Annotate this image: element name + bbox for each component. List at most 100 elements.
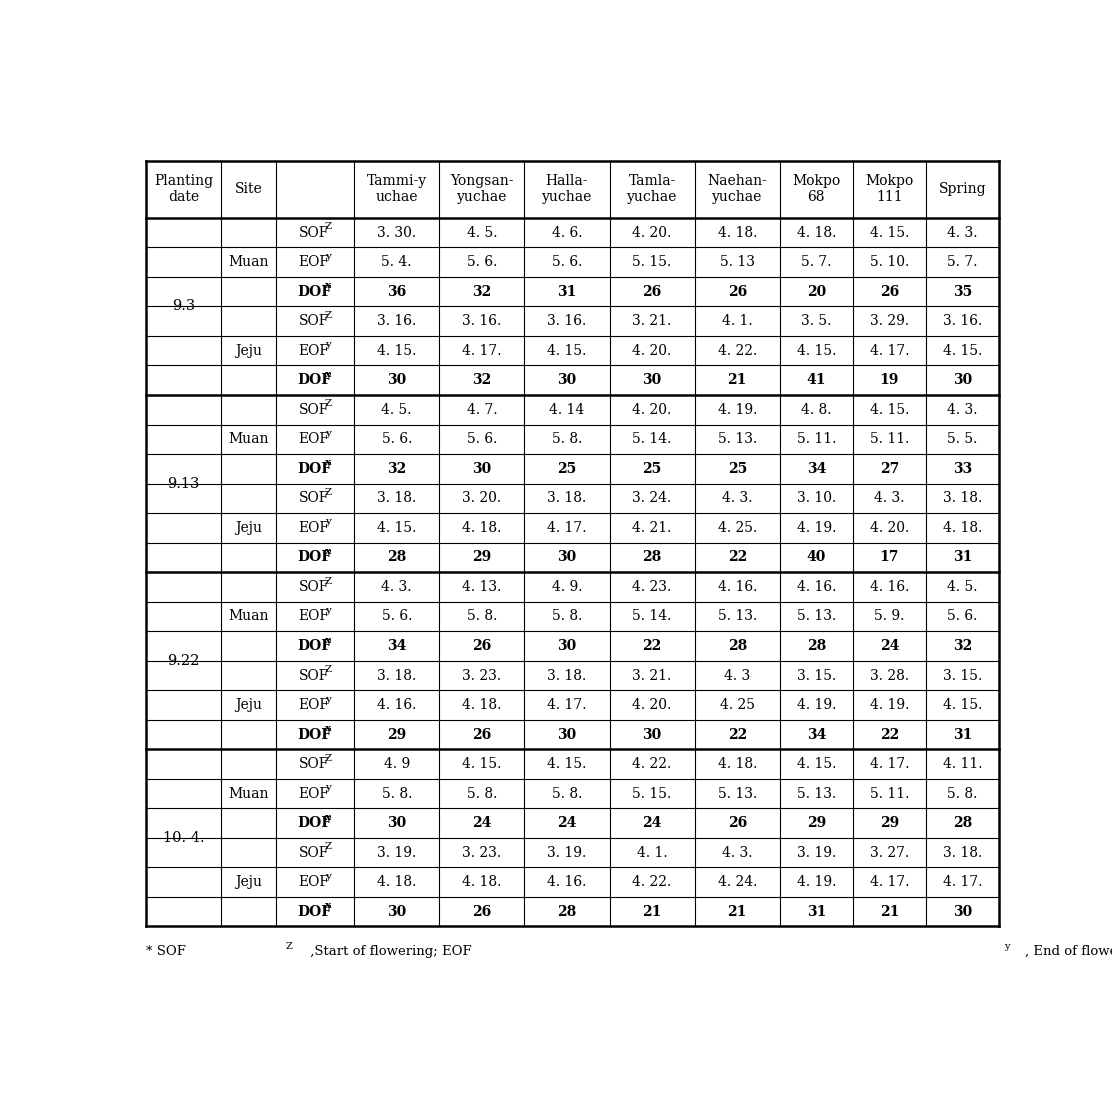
Text: 4. 1.: 4. 1. <box>637 846 667 860</box>
Text: 4. 5.: 4. 5. <box>467 225 497 239</box>
Text: 30: 30 <box>557 728 577 741</box>
Text: EOF: EOF <box>299 521 329 534</box>
Text: Z: Z <box>325 666 332 674</box>
Text: Z: Z <box>325 576 332 586</box>
Text: 5. 11.: 5. 11. <box>796 433 836 446</box>
Text: 17: 17 <box>880 551 900 564</box>
Text: 4. 15.: 4. 15. <box>547 343 587 357</box>
Text: 3. 18.: 3. 18. <box>547 669 587 682</box>
Text: 24: 24 <box>643 816 662 831</box>
Text: 4. 3.: 4. 3. <box>947 225 977 239</box>
Text: 4. 19.: 4. 19. <box>796 521 836 534</box>
Text: 9.13: 9.13 <box>167 477 200 491</box>
Text: 31: 31 <box>953 551 972 564</box>
Text: 4. 5.: 4. 5. <box>381 402 411 416</box>
Text: EOF: EOF <box>299 787 329 800</box>
Text: 4. 23.: 4. 23. <box>633 580 672 593</box>
Text: 5. 6.: 5. 6. <box>552 255 583 269</box>
Text: x: x <box>325 902 331 910</box>
Text: 4. 15.: 4. 15. <box>943 343 982 357</box>
Text: 5. 13: 5. 13 <box>719 255 755 269</box>
Text: SOF: SOF <box>299 402 329 416</box>
Text: Jeju: Jeju <box>235 343 262 357</box>
Text: 4. 17.: 4. 17. <box>463 343 502 357</box>
Text: 4. 19.: 4. 19. <box>796 875 836 890</box>
Text: 29: 29 <box>387 728 406 741</box>
Text: 4. 17.: 4. 17. <box>943 875 982 890</box>
Text: 4. 5.: 4. 5. <box>947 580 977 593</box>
Text: 22: 22 <box>727 551 747 564</box>
Text: SOF: SOF <box>299 757 329 771</box>
Text: 19: 19 <box>880 373 900 387</box>
Text: 4. 18.: 4. 18. <box>463 698 502 712</box>
Text: 3. 5.: 3. 5. <box>801 314 832 328</box>
Text: 5. 4.: 5. 4. <box>381 255 411 269</box>
Text: 4. 19.: 4. 19. <box>796 698 836 712</box>
Text: DOF: DOF <box>297 284 331 298</box>
Text: 9.3: 9.3 <box>172 299 195 314</box>
Text: 30: 30 <box>387 905 406 919</box>
Text: 30: 30 <box>557 639 577 653</box>
Text: Spring: Spring <box>939 183 986 197</box>
Text: 3. 16.: 3. 16. <box>943 314 982 328</box>
Text: 26: 26 <box>727 816 747 831</box>
Text: Z: Z <box>325 222 332 232</box>
Text: Mokpo
111: Mokpo 111 <box>865 174 914 204</box>
Text: 4. 16.: 4. 16. <box>377 698 416 712</box>
Text: SOF: SOF <box>299 314 329 328</box>
Text: 22: 22 <box>727 728 747 741</box>
Text: Z: Z <box>325 843 332 851</box>
Text: 28: 28 <box>806 639 826 653</box>
Text: DOF: DOF <box>297 551 331 564</box>
Text: Muan: Muan <box>228 610 269 623</box>
Text: y: y <box>325 251 331 261</box>
Text: 5. 8.: 5. 8. <box>467 787 497 800</box>
Text: 3. 30.: 3. 30. <box>377 225 416 239</box>
Text: 4. 8.: 4. 8. <box>801 402 832 416</box>
Text: 32: 32 <box>953 639 972 653</box>
Text: 41: 41 <box>806 373 826 387</box>
Text: 5. 8.: 5. 8. <box>552 610 583 623</box>
Text: 24: 24 <box>557 816 577 831</box>
Text: 4. 18.: 4. 18. <box>463 875 502 890</box>
Text: 26: 26 <box>880 284 898 298</box>
Text: Jeju: Jeju <box>235 521 262 534</box>
Text: 26: 26 <box>473 905 492 919</box>
Text: DOF: DOF <box>297 816 331 831</box>
Text: x: x <box>325 369 331 379</box>
Text: 4. 22.: 4. 22. <box>633 875 672 890</box>
Text: 22: 22 <box>880 728 898 741</box>
Text: 20: 20 <box>806 284 826 298</box>
Text: 22: 22 <box>643 639 662 653</box>
Text: 3. 18.: 3. 18. <box>547 492 587 505</box>
Text: Z: Z <box>325 399 332 409</box>
Text: 35: 35 <box>953 284 972 298</box>
Text: 4. 15.: 4. 15. <box>870 402 910 416</box>
Text: Tammi-y
uchae: Tammi-y uchae <box>367 174 427 204</box>
Text: 32: 32 <box>387 462 406 475</box>
Text: 4. 16.: 4. 16. <box>717 580 757 593</box>
Text: 3. 20.: 3. 20. <box>463 492 502 505</box>
Text: 4. 18.: 4. 18. <box>943 521 982 534</box>
Text: 4. 22.: 4. 22. <box>717 343 757 357</box>
Text: SOF: SOF <box>299 846 329 860</box>
Text: SOF: SOF <box>299 580 329 593</box>
Text: 21: 21 <box>727 373 747 387</box>
Text: 4. 18.: 4. 18. <box>717 757 757 771</box>
Text: 5. 10.: 5. 10. <box>870 255 909 269</box>
Text: 4. 17.: 4. 17. <box>547 521 587 534</box>
Text: 29: 29 <box>806 816 826 831</box>
Text: 3. 16.: 3. 16. <box>547 314 587 328</box>
Text: Z: Z <box>325 310 332 320</box>
Text: EOF: EOF <box>299 610 329 623</box>
Text: 5. 8.: 5. 8. <box>467 610 497 623</box>
Text: 4. 14: 4. 14 <box>549 402 585 416</box>
Text: 5. 11.: 5. 11. <box>870 787 910 800</box>
Text: 4. 9: 4. 9 <box>384 757 410 771</box>
Text: 30: 30 <box>953 905 972 919</box>
Text: 4. 24.: 4. 24. <box>717 875 757 890</box>
Text: 33: 33 <box>953 462 972 475</box>
Text: y: y <box>325 695 331 704</box>
Text: 4. 17.: 4. 17. <box>870 343 910 357</box>
Text: 5. 13.: 5. 13. <box>717 610 757 623</box>
